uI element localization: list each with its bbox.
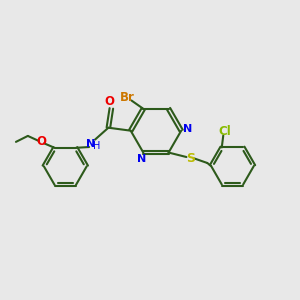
Text: Br: Br — [119, 91, 134, 104]
Text: N: N — [183, 124, 192, 134]
Text: N: N — [86, 139, 95, 149]
Text: O: O — [36, 135, 46, 148]
Text: H: H — [93, 141, 101, 152]
Text: Cl: Cl — [218, 124, 231, 138]
Text: S: S — [186, 152, 195, 165]
Text: N: N — [137, 154, 146, 164]
Text: O: O — [105, 95, 115, 108]
